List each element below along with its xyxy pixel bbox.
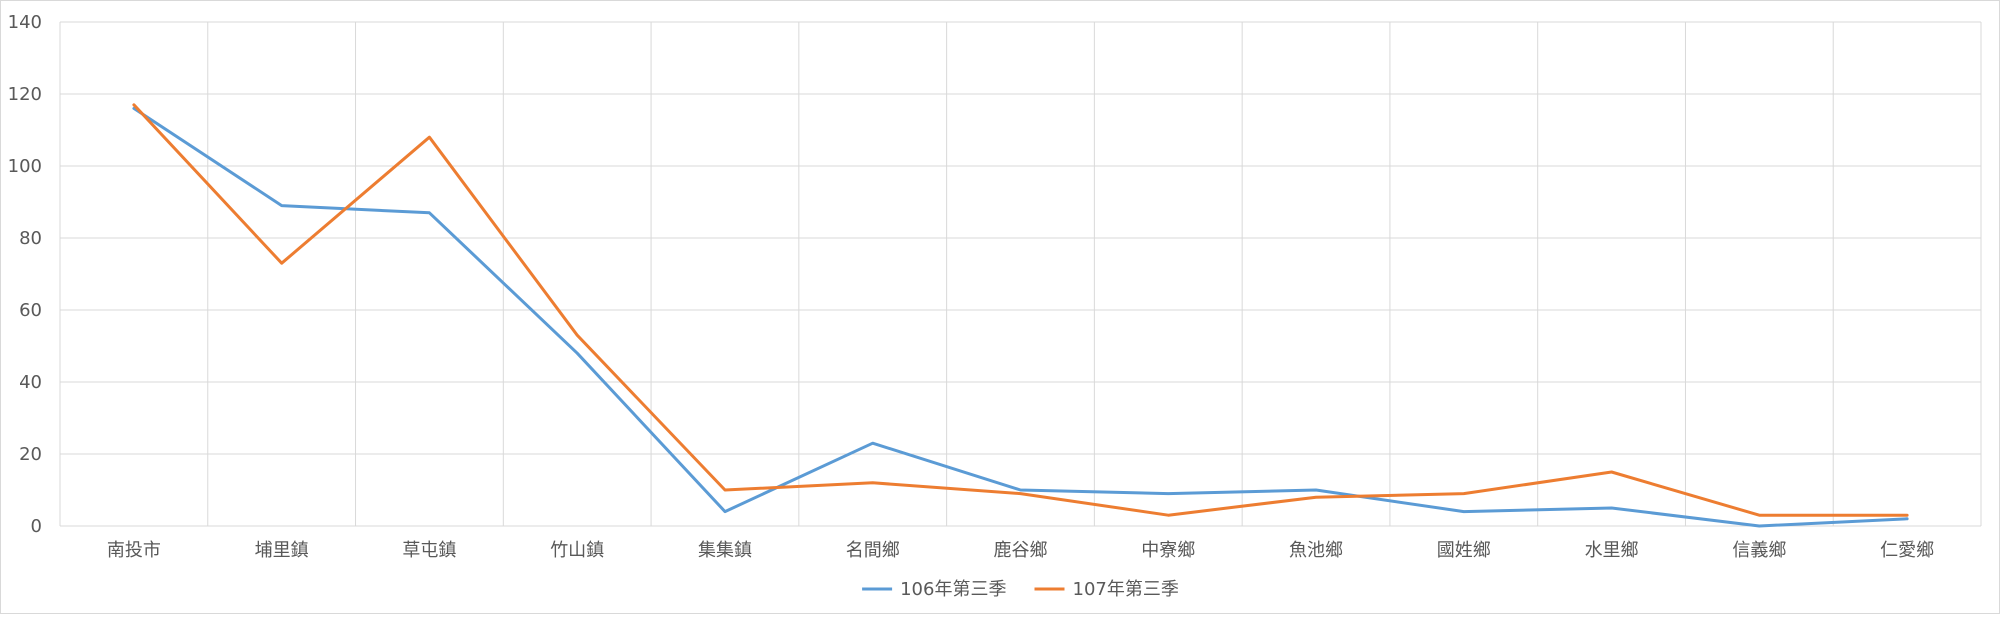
x-tick-label: 集集鎮: [698, 540, 752, 561]
series-line-1: [134, 108, 1907, 526]
x-axis-tick-labels: 南投市 埔里鎮 草屯鎮 竹山鎮 集集鎮 名間鄉 鹿谷鄉 中寮鄉 魚池鄉 國姓鄉 水里鄉 信義鄉 仁愛鄉: [107, 540, 1934, 561]
y-tick-label: 100: [8, 156, 42, 177]
x-tick-label: 南投市: [107, 540, 161, 561]
y-tick-label: 20: [19, 444, 42, 465]
x-tick-label: 草屯鎮: [402, 540, 456, 561]
x-tick-label: 鹿谷鄉: [994, 540, 1048, 561]
x-tick-label: 埔里鎮: [255, 540, 309, 561]
x-tick-label: 魚池鄉: [1289, 540, 1343, 561]
y-tick-label: 0: [31, 516, 42, 537]
x-tick-label: 國姓鄉: [1437, 540, 1491, 561]
y-tick-label: 120: [8, 84, 42, 105]
x-tick-label: 信義鄉: [1732, 540, 1786, 561]
x-tick-label: 竹山鎮: [550, 540, 604, 561]
y-tick-label: 40: [19, 372, 42, 393]
legend-label: 106年第三季: [900, 579, 1006, 600]
y-tick-label: 80: [19, 228, 42, 249]
grid-layer: [60, 22, 1981, 526]
series-layer: [134, 105, 1907, 526]
legend-item-2: 107年第三季: [1035, 579, 1179, 600]
y-tick-label: 60: [19, 300, 42, 321]
legend-item-1: 106年第三季: [862, 579, 1006, 600]
x-tick-label: 水里鄉: [1585, 540, 1639, 561]
x-tick-label: 中寮鄉: [1141, 540, 1195, 561]
y-axis-tick-labels: 0 20 40 60 80 100 120 140: [8, 12, 42, 537]
legend: 106年第三季 107年第三季: [862, 579, 1179, 600]
y-tick-label: 140: [8, 12, 42, 33]
legend-label: 107年第三季: [1073, 579, 1179, 600]
x-tick-label: 仁愛鄉: [1880, 540, 1934, 561]
x-tick-label: 名間鄉: [846, 540, 900, 561]
